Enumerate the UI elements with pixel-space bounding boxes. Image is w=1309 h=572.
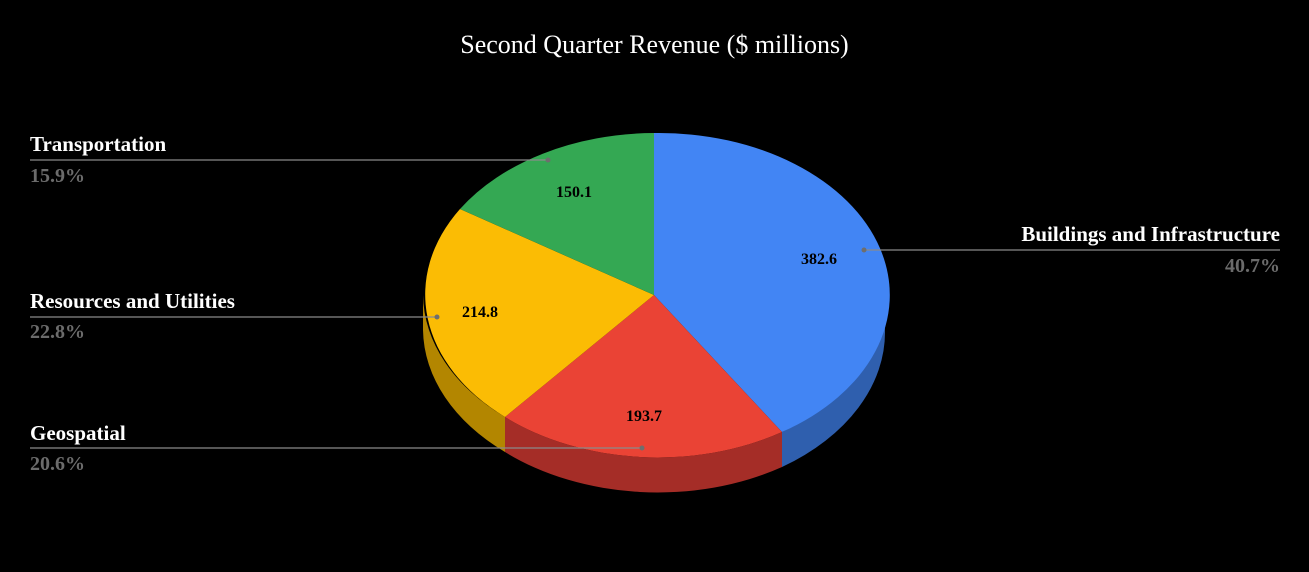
- slice-side-geospatial: [505, 417, 782, 493]
- chart-title: Second Quarter Revenue ($ millions): [460, 30, 849, 59]
- slice-geospatial[interactable]: [505, 295, 782, 458]
- slice-transportation[interactable]: [460, 133, 654, 295]
- slice-buildings[interactable]: [654, 132, 890, 432]
- value-transportation: 150.1: [556, 184, 592, 201]
- slice-side-resources: [423, 295, 505, 452]
- slice-side-buildings: [782, 295, 886, 467]
- slice-resources[interactable]: [425, 209, 654, 417]
- pct-buildings: 40.7%: [1225, 255, 1280, 277]
- leader-lines: [30, 159, 1280, 449]
- value-geospatial: 193.7: [626, 408, 662, 425]
- value-resources: 214.8: [462, 304, 498, 321]
- label-resources: Resources and Utilities: [30, 289, 235, 313]
- pct-geospatial: 20.6%: [30, 453, 85, 475]
- pct-resources: 22.8%: [30, 321, 85, 343]
- leader-dots: [434, 157, 867, 451]
- pct-transportation: 15.9%: [30, 165, 85, 187]
- label-transportation: Transportation: [30, 132, 167, 156]
- label-buildings: Buildings and Infrastructure: [1021, 222, 1280, 246]
- label-geospatial: Geospatial: [30, 421, 126, 445]
- value-buildings: 382.6: [801, 251, 837, 268]
